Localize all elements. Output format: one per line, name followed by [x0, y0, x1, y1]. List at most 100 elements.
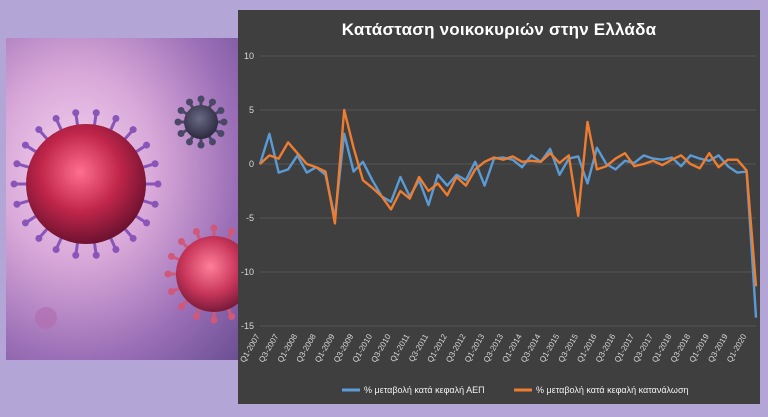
data-point — [633, 162, 635, 164]
data-point — [343, 109, 345, 111]
data-point — [362, 161, 364, 163]
data-point — [521, 161, 523, 163]
data-point — [746, 169, 748, 172]
y-tick-label: 10 — [244, 51, 254, 61]
data-point — [493, 156, 495, 159]
data-point — [390, 201, 392, 203]
data-point — [736, 172, 738, 174]
data-point — [455, 176, 458, 178]
data-point — [680, 154, 682, 156]
data-point — [708, 160, 710, 162]
data-point — [689, 154, 692, 156]
data-point — [296, 152, 299, 154]
data-point — [615, 158, 617, 160]
data-point — [755, 316, 757, 318]
data-point — [530, 154, 532, 156]
chart-panel: Κατάσταση νοικοκυριών στην Ελλάδα 10 5 0 -5… — [238, 10, 760, 404]
data-point — [427, 204, 430, 206]
data-point — [615, 168, 617, 170]
data-point — [540, 161, 542, 163]
data-point — [577, 215, 579, 217]
data-point — [708, 152, 710, 154]
data-point — [671, 159, 673, 161]
data-point — [661, 164, 664, 166]
series-line-1 — [258, 132, 758, 318]
data-point — [352, 147, 355, 149]
data-point — [484, 161, 486, 163]
data-point — [643, 163, 645, 165]
data-point — [287, 168, 289, 170]
data-point — [287, 141, 289, 143]
data-point — [352, 170, 355, 173]
data-point — [343, 133, 345, 135]
data-point — [530, 160, 532, 162]
data-point — [306, 163, 308, 165]
data-point — [689, 163, 692, 165]
data-point — [558, 174, 561, 176]
data-point — [259, 163, 261, 165]
data-point — [465, 179, 467, 181]
data-point — [512, 159, 514, 161]
data-point — [624, 152, 626, 154]
data-point — [455, 174, 458, 176]
data-point — [586, 121, 589, 123]
data-point — [278, 172, 280, 174]
legend-label-1: % μεταβολή κατά κεφαλή ΑΕΠ — [364, 385, 485, 395]
data-point — [652, 158, 654, 160]
data-point — [502, 156, 504, 159]
data-point — [306, 172, 308, 174]
data-point — [474, 161, 476, 163]
data-point — [381, 195, 383, 197]
data-point — [390, 208, 392, 210]
data-point — [605, 163, 607, 165]
data-point — [474, 168, 476, 170]
data-point — [446, 194, 448, 196]
chart-title: Κατάσταση νοικοκυριών στην Ελλάδα — [341, 20, 657, 39]
y-tick-label: -15 — [241, 321, 254, 331]
data-point — [596, 147, 598, 149]
data-point — [278, 158, 280, 160]
data-point — [268, 154, 270, 156]
data-point — [736, 159, 738, 161]
data-point — [568, 154, 570, 156]
data-point — [717, 166, 720, 168]
y-tick-label: -10 — [241, 267, 254, 277]
data-point — [633, 165, 635, 167]
data-point — [484, 185, 486, 187]
series-line-2 — [259, 108, 758, 287]
virus-image — [10, 95, 238, 329]
data-point — [727, 165, 729, 167]
data-point — [437, 182, 439, 185]
data-point — [699, 167, 701, 169]
line-chart: 1050-5-10-15Q1-2007Q3-2007Q1-2008Q3-2008… — [238, 51, 758, 395]
data-point — [643, 154, 645, 156]
data-point — [624, 160, 626, 162]
data-point — [427, 190, 430, 192]
data-point — [596, 168, 598, 170]
data-point — [605, 165, 607, 167]
data-point — [680, 165, 682, 167]
data-point — [268, 133, 270, 135]
data-point — [409, 197, 411, 200]
data-point — [549, 152, 551, 154]
data-point — [586, 182, 589, 185]
legend-label-2: % μεταβολή κατά κεφαλή κατανάλωση — [536, 385, 689, 395]
coronavirus-illustration — [6, 38, 238, 360]
data-point — [502, 159, 504, 161]
data-point — [446, 185, 448, 187]
data-point — [324, 170, 327, 173]
data-point — [465, 185, 467, 187]
data-point — [334, 222, 336, 224]
data-point — [399, 190, 401, 192]
y-tick-label: -5 — [246, 213, 254, 223]
data-point — [699, 158, 701, 160]
data-point — [755, 285, 757, 287]
data-point — [437, 174, 439, 176]
data-point — [717, 154, 720, 156]
y-tick-label: 0 — [249, 159, 254, 169]
data-point — [577, 155, 579, 158]
data-point — [371, 187, 373, 189]
data-point — [661, 159, 664, 161]
data-point — [512, 155, 514, 158]
data-point — [362, 179, 364, 181]
